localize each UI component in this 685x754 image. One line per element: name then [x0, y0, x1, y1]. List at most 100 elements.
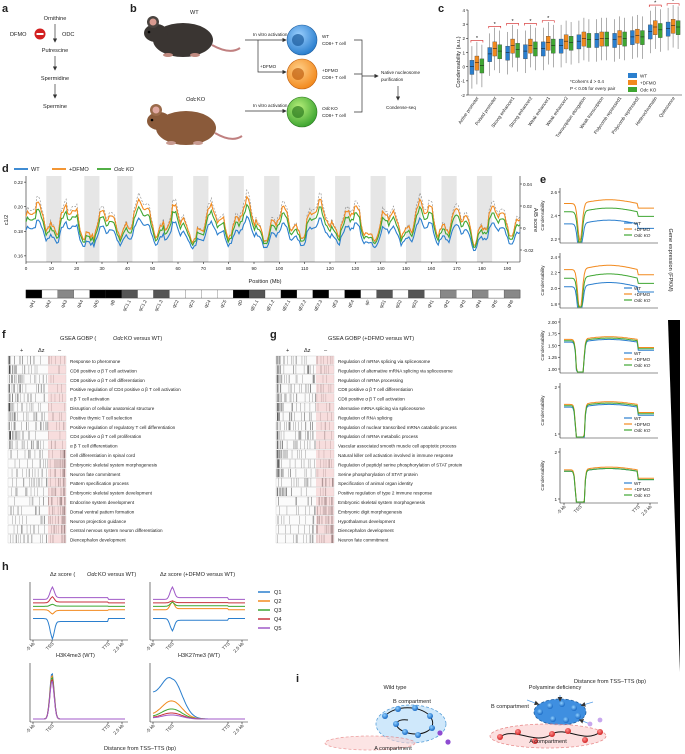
c-box [515, 43, 520, 58]
e-legend-text: Odc KO [634, 428, 651, 433]
e-expression-wedge [668, 320, 680, 672]
d-compartment-band [84, 176, 100, 262]
native-label-1: Native nucleosome [381, 70, 421, 75]
h-legend-text: Q3 [274, 608, 281, 614]
gsea-barcode-tint [48, 356, 66, 365]
mouse-ko-icon [147, 104, 243, 145]
d-xtick-label: 150 [402, 266, 410, 271]
spermidine-label: Spermidine [41, 76, 69, 82]
gsea-barcode-frame [7, 431, 67, 440]
c-box [533, 41, 538, 57]
i-a-left: A compartment [374, 746, 412, 752]
gsea-barcode-tint [48, 515, 66, 525]
d-ideogram-band [360, 289, 377, 299]
e-ylabel: Condensability [540, 330, 545, 361]
gsea-term: Diencephalon development [70, 538, 126, 543]
d-compartment-band [476, 176, 493, 262]
panel-label-g: g [270, 329, 277, 341]
d-legend-dfmo: +DFMO [69, 167, 89, 173]
c-sig-bracket [506, 23, 519, 26]
d-ideogram-band [57, 289, 74, 299]
gsea-barcode-frame [275, 449, 335, 459]
e-xtick-label: TTS [631, 504, 641, 514]
i-a-right: A compartment [529, 739, 567, 745]
d-ideogram-band [392, 289, 409, 299]
d-xtick-label: 120 [326, 266, 334, 271]
gsea-barcode-tint [48, 534, 66, 543]
d-ideogram-band [201, 289, 218, 299]
d-xtick-label: 90 [251, 266, 257, 271]
gsea-barcode-tint [316, 421, 334, 431]
d-compartment-band [117, 176, 133, 262]
gsea-term: α β T cell activation [70, 397, 110, 402]
e-xtick-label: -5 kb [556, 504, 567, 515]
gsea-barcode-tint [316, 534, 334, 543]
d-ideogram-band [121, 289, 138, 299]
gsea-barcode-tint [48, 393, 66, 402]
i-diagram [324, 695, 607, 751]
d-xtick-label: 20 [74, 266, 80, 271]
d-ideogram-band [328, 289, 345, 299]
gsea-term: Regulation of RNA splicing [338, 415, 393, 420]
d-ytick-label: 0.20 [14, 205, 23, 210]
c-legend-odc-swatch [628, 87, 637, 92]
d-band-label: qC1.2 [137, 299, 148, 313]
h-title-3: H3K4me3 (WT) [56, 653, 95, 659]
gsea-barcode-frame [275, 421, 335, 431]
e-ytick-label: 1.00 [548, 367, 557, 372]
c-sig-star: * [547, 16, 550, 22]
c-box [576, 34, 582, 50]
gsea-barcode-frame [275, 506, 335, 515]
e-legend-text: Odc KO [634, 363, 651, 368]
e-xtick-label: TSS [573, 504, 583, 514]
e-odc-line [564, 402, 654, 438]
c-sig-star: * [494, 22, 497, 28]
e-xtick-label: 2.5 kb [640, 504, 653, 517]
h-q4-line [153, 600, 245, 604]
h-q5-line [153, 585, 245, 600]
i-bead-blue [395, 706, 401, 712]
gsea-barcode-tint [316, 525, 334, 534]
i-bead-blue [427, 713, 433, 719]
h-q2-line [33, 609, 125, 615]
d-compartment-band [406, 176, 422, 262]
d-band-label: qH5 [490, 299, 499, 309]
h-xtick-label: 2.5 kb [112, 641, 125, 654]
d-dfmo-line [25, 195, 521, 246]
h-xtick-label: TTS [101, 641, 111, 651]
c-legend-wt: WT [640, 74, 647, 79]
e-xlabel: Distance from TSS–TTS (bp) [574, 679, 646, 685]
gsea-barcode-frame [7, 449, 67, 459]
e-legend-text: WT [634, 416, 641, 421]
d-ideogram-band [73, 289, 90, 299]
d-band-label: qE1.1 [249, 299, 260, 312]
c-sig-bracket [541, 20, 555, 23]
i-b-right: B compartment [491, 704, 529, 710]
d-xtick-label: 190 [503, 266, 511, 271]
gsea-barcode-frame [7, 459, 67, 468]
c-box [558, 38, 564, 54]
g-title: GSEA GOBP (+DFMO versus WT) [328, 336, 414, 342]
c-box [492, 41, 497, 57]
e-legend-text: +DFMO [634, 422, 651, 427]
d-band-label: qC4 [203, 299, 212, 309]
d-band-label: qF [364, 299, 371, 306]
c-ytick-label: -1 [461, 79, 466, 84]
native-label-2: purification [381, 77, 404, 82]
gsea-term: Embryonic skeletal system morphogenesis [338, 500, 426, 505]
e-side-label: Gene expression (FPKM) [667, 228, 673, 291]
h-q1-line [153, 618, 245, 633]
d-compartment-band [441, 176, 457, 262]
d-band-label: qA2 [44, 299, 53, 309]
gsea-barcode-frame [7, 421, 67, 431]
gsea-term: Diencephalon development [338, 528, 394, 533]
gsea-barcode-frame [275, 525, 335, 534]
h-xtick-label: 2.5 kb [112, 723, 125, 736]
d-xtick-label: 130 [351, 266, 359, 271]
panel-b: b WT Odc KO In vitro activation +DFMO In… [130, 3, 421, 145]
dfmo-label: DFMO [10, 32, 27, 38]
d-band-label: qA4 [76, 299, 85, 309]
c-box [612, 33, 617, 48]
ornithine-label: Ornithine [44, 16, 67, 22]
i-bead-blue [575, 713, 581, 719]
